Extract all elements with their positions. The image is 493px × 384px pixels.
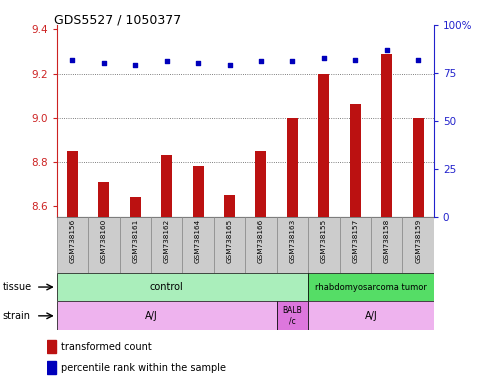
Bar [340, 217, 371, 273]
Bar [255, 151, 267, 217]
Text: GSM738161: GSM738161 [132, 218, 138, 263]
Bar [193, 166, 204, 217]
Point [383, 47, 390, 53]
Point [257, 58, 265, 65]
Point [100, 60, 108, 66]
Point [69, 56, 76, 63]
Bar [413, 118, 423, 217]
Text: percentile rank within the sample: percentile rank within the sample [61, 362, 226, 373]
Text: GSM738159: GSM738159 [415, 218, 421, 263]
Text: rhabdomyosarcoma tumor: rhabdomyosarcoma tumor [315, 283, 427, 291]
Bar [130, 197, 141, 217]
Bar [224, 195, 235, 217]
Point [414, 56, 422, 63]
Text: GSM738164: GSM738164 [195, 218, 201, 263]
Bar [318, 73, 329, 217]
Bar [308, 273, 434, 301]
Text: transformed count: transformed count [61, 341, 152, 352]
Bar [308, 217, 340, 273]
Bar [182, 217, 214, 273]
Bar [151, 217, 182, 273]
Text: GDS5527 / 1050377: GDS5527 / 1050377 [54, 13, 181, 26]
Text: GSM738156: GSM738156 [70, 218, 75, 263]
Bar [57, 217, 88, 273]
Text: GSM738163: GSM738163 [289, 218, 295, 263]
Text: GSM738166: GSM738166 [258, 218, 264, 263]
Bar [350, 104, 361, 217]
Bar [161, 155, 172, 217]
Bar [371, 217, 402, 273]
Text: GSM738165: GSM738165 [227, 218, 233, 263]
Bar [57, 273, 308, 301]
Point [131, 62, 139, 68]
Bar [277, 217, 308, 273]
Bar [98, 182, 109, 217]
Text: A/J: A/J [144, 311, 157, 321]
Bar [47, 340, 56, 353]
Bar [245, 217, 277, 273]
Bar [214, 217, 246, 273]
Point [288, 58, 296, 65]
Bar [308, 301, 434, 330]
Bar [381, 54, 392, 217]
Bar [47, 361, 56, 374]
Text: strain: strain [2, 311, 31, 321]
Point [194, 60, 202, 66]
Text: GSM738157: GSM738157 [352, 218, 358, 263]
Text: A/J: A/J [365, 311, 377, 321]
Bar [88, 217, 119, 273]
Text: GSM738160: GSM738160 [101, 218, 107, 263]
Point [320, 55, 328, 61]
Bar [287, 118, 298, 217]
Text: GSM738162: GSM738162 [164, 218, 170, 263]
Text: BALB
/c: BALB /c [282, 306, 302, 326]
Point [226, 62, 234, 68]
Bar [402, 217, 434, 273]
Text: tissue: tissue [2, 282, 32, 292]
Bar [119, 217, 151, 273]
Text: GSM738155: GSM738155 [321, 218, 327, 263]
Point [163, 58, 171, 65]
Bar [277, 301, 308, 330]
Text: control: control [150, 282, 183, 292]
Text: GSM738158: GSM738158 [384, 218, 389, 263]
Bar [67, 151, 78, 217]
Bar [57, 301, 277, 330]
Point [352, 56, 359, 63]
